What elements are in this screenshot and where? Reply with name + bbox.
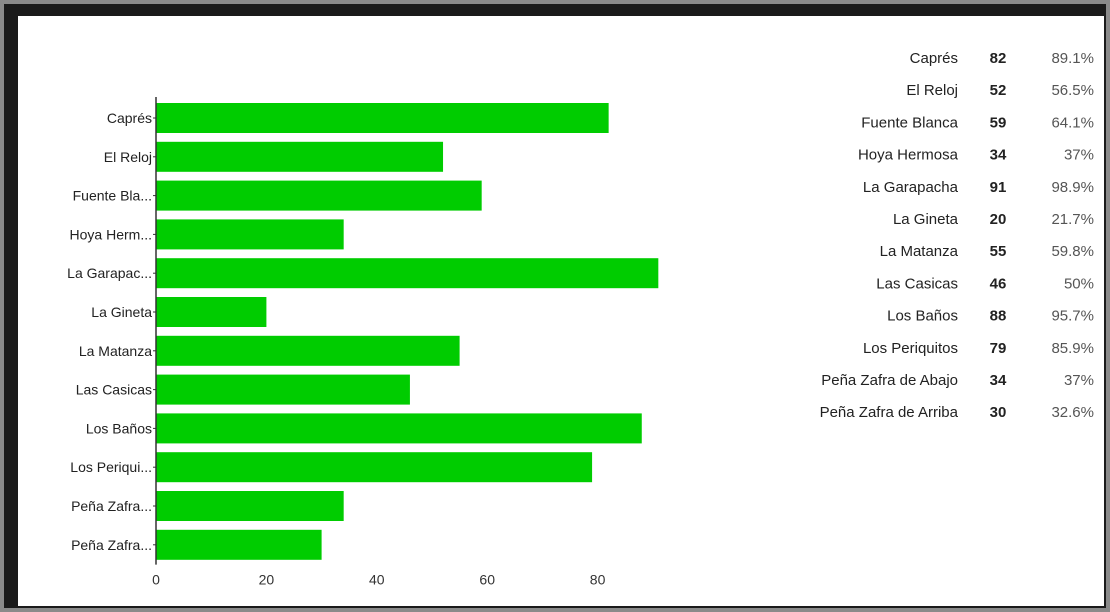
chart-panel: Caprés El Reloj Fuente Bla... Hoya Herm... L… [18, 16, 1104, 606]
bar [156, 413, 642, 444]
summary-count: 55 [990, 243, 1007, 260]
category-tick-label: Las Casicas [76, 382, 152, 398]
summary-count: 82 [990, 50, 1007, 67]
category-tick-label: Los Periqui... [70, 459, 152, 475]
summary-percentage: 89.1% [1051, 50, 1094, 67]
bar [156, 491, 344, 521]
category-tick-label: Fuente Bla... [73, 188, 152, 204]
category-tick-label: Caprés [107, 110, 152, 126]
bar [156, 258, 659, 289]
category-tick-label: Hoya Herm... [70, 226, 152, 242]
summary-category-name: La Gineta [893, 211, 959, 228]
summary-count: 34 [990, 372, 1007, 389]
bar [156, 103, 609, 133]
category-tick-label: La Matanza [79, 343, 152, 359]
summary-percentage: 32.6% [1051, 404, 1094, 421]
bar [156, 374, 410, 405]
summary-count: 91 [990, 179, 1007, 196]
summary-percentage: 37% [1064, 147, 1094, 164]
summary-percentage: 56.5% [1051, 82, 1094, 99]
category-tick-label: Peña Zafra... [71, 498, 152, 514]
summary-category-name: Hoya Hermosa [858, 147, 959, 164]
bar-chart: Caprés El Reloj Fuente Bla... Hoya Herm... L… [67, 50, 1094, 588]
summary-count: 59 [990, 114, 1007, 131]
summary-percentage: 64.1% [1051, 114, 1094, 131]
summary-category-name: El Reloj [906, 82, 958, 99]
summary-percentage: 59.8% [1051, 243, 1094, 260]
category-tick-label: Los Baños [86, 420, 152, 436]
bar [156, 297, 267, 327]
summary-count: 79 [990, 340, 1007, 357]
bar [156, 335, 460, 366]
x-tick-label: 60 [479, 572, 495, 588]
window-frame: Caprés El Reloj Fuente Bla... Hoya Herm... L… [4, 4, 1106, 608]
summary-category-name: La Matanza [880, 243, 959, 260]
bar [156, 529, 322, 560]
category-tick-label: La Gineta [91, 304, 152, 320]
summary-category-name: Las Casicas [876, 275, 958, 292]
summary-percentage: 37% [1064, 372, 1094, 389]
summary-percentage: 98.9% [1051, 179, 1094, 196]
summary-count: 34 [990, 147, 1007, 164]
bar [156, 141, 444, 172]
x-tick-label: 20 [259, 572, 275, 588]
category-tick-label: El Reloj [104, 149, 152, 165]
bar [156, 452, 593, 483]
summary-percentage: 85.9% [1051, 340, 1094, 357]
summary-category-name: Peña Zafra de Arriba [820, 404, 959, 421]
summary-percentage: 50% [1064, 275, 1094, 292]
summary-percentage: 21.7% [1051, 211, 1094, 228]
category-tick-label: Peña Zafra... [71, 537, 152, 553]
category-tick-label: La Garapac... [67, 265, 152, 281]
summary-count: 46 [990, 275, 1007, 292]
bar [156, 219, 344, 250]
summary-category-name: Caprés [910, 50, 958, 67]
summary-category-name: Fuente Blanca [861, 114, 958, 131]
summary-category-name: Los Baños [887, 308, 958, 325]
summary-category-name: Peña Zafra de Abajo [821, 372, 958, 389]
summary-count: 52 [990, 82, 1007, 99]
summary-count: 30 [990, 404, 1007, 421]
bar [156, 180, 482, 211]
x-tick-label: 40 [369, 572, 385, 588]
x-tick-label: 0 [152, 572, 160, 588]
summary-category-name: La Garapacha [863, 179, 959, 196]
summary-count: 88 [990, 308, 1007, 325]
x-tick-label: 80 [590, 572, 606, 588]
summary-count: 20 [990, 211, 1007, 228]
summary-category-name: Los Periquitos [863, 340, 958, 357]
summary-percentage: 95.7% [1051, 308, 1094, 325]
